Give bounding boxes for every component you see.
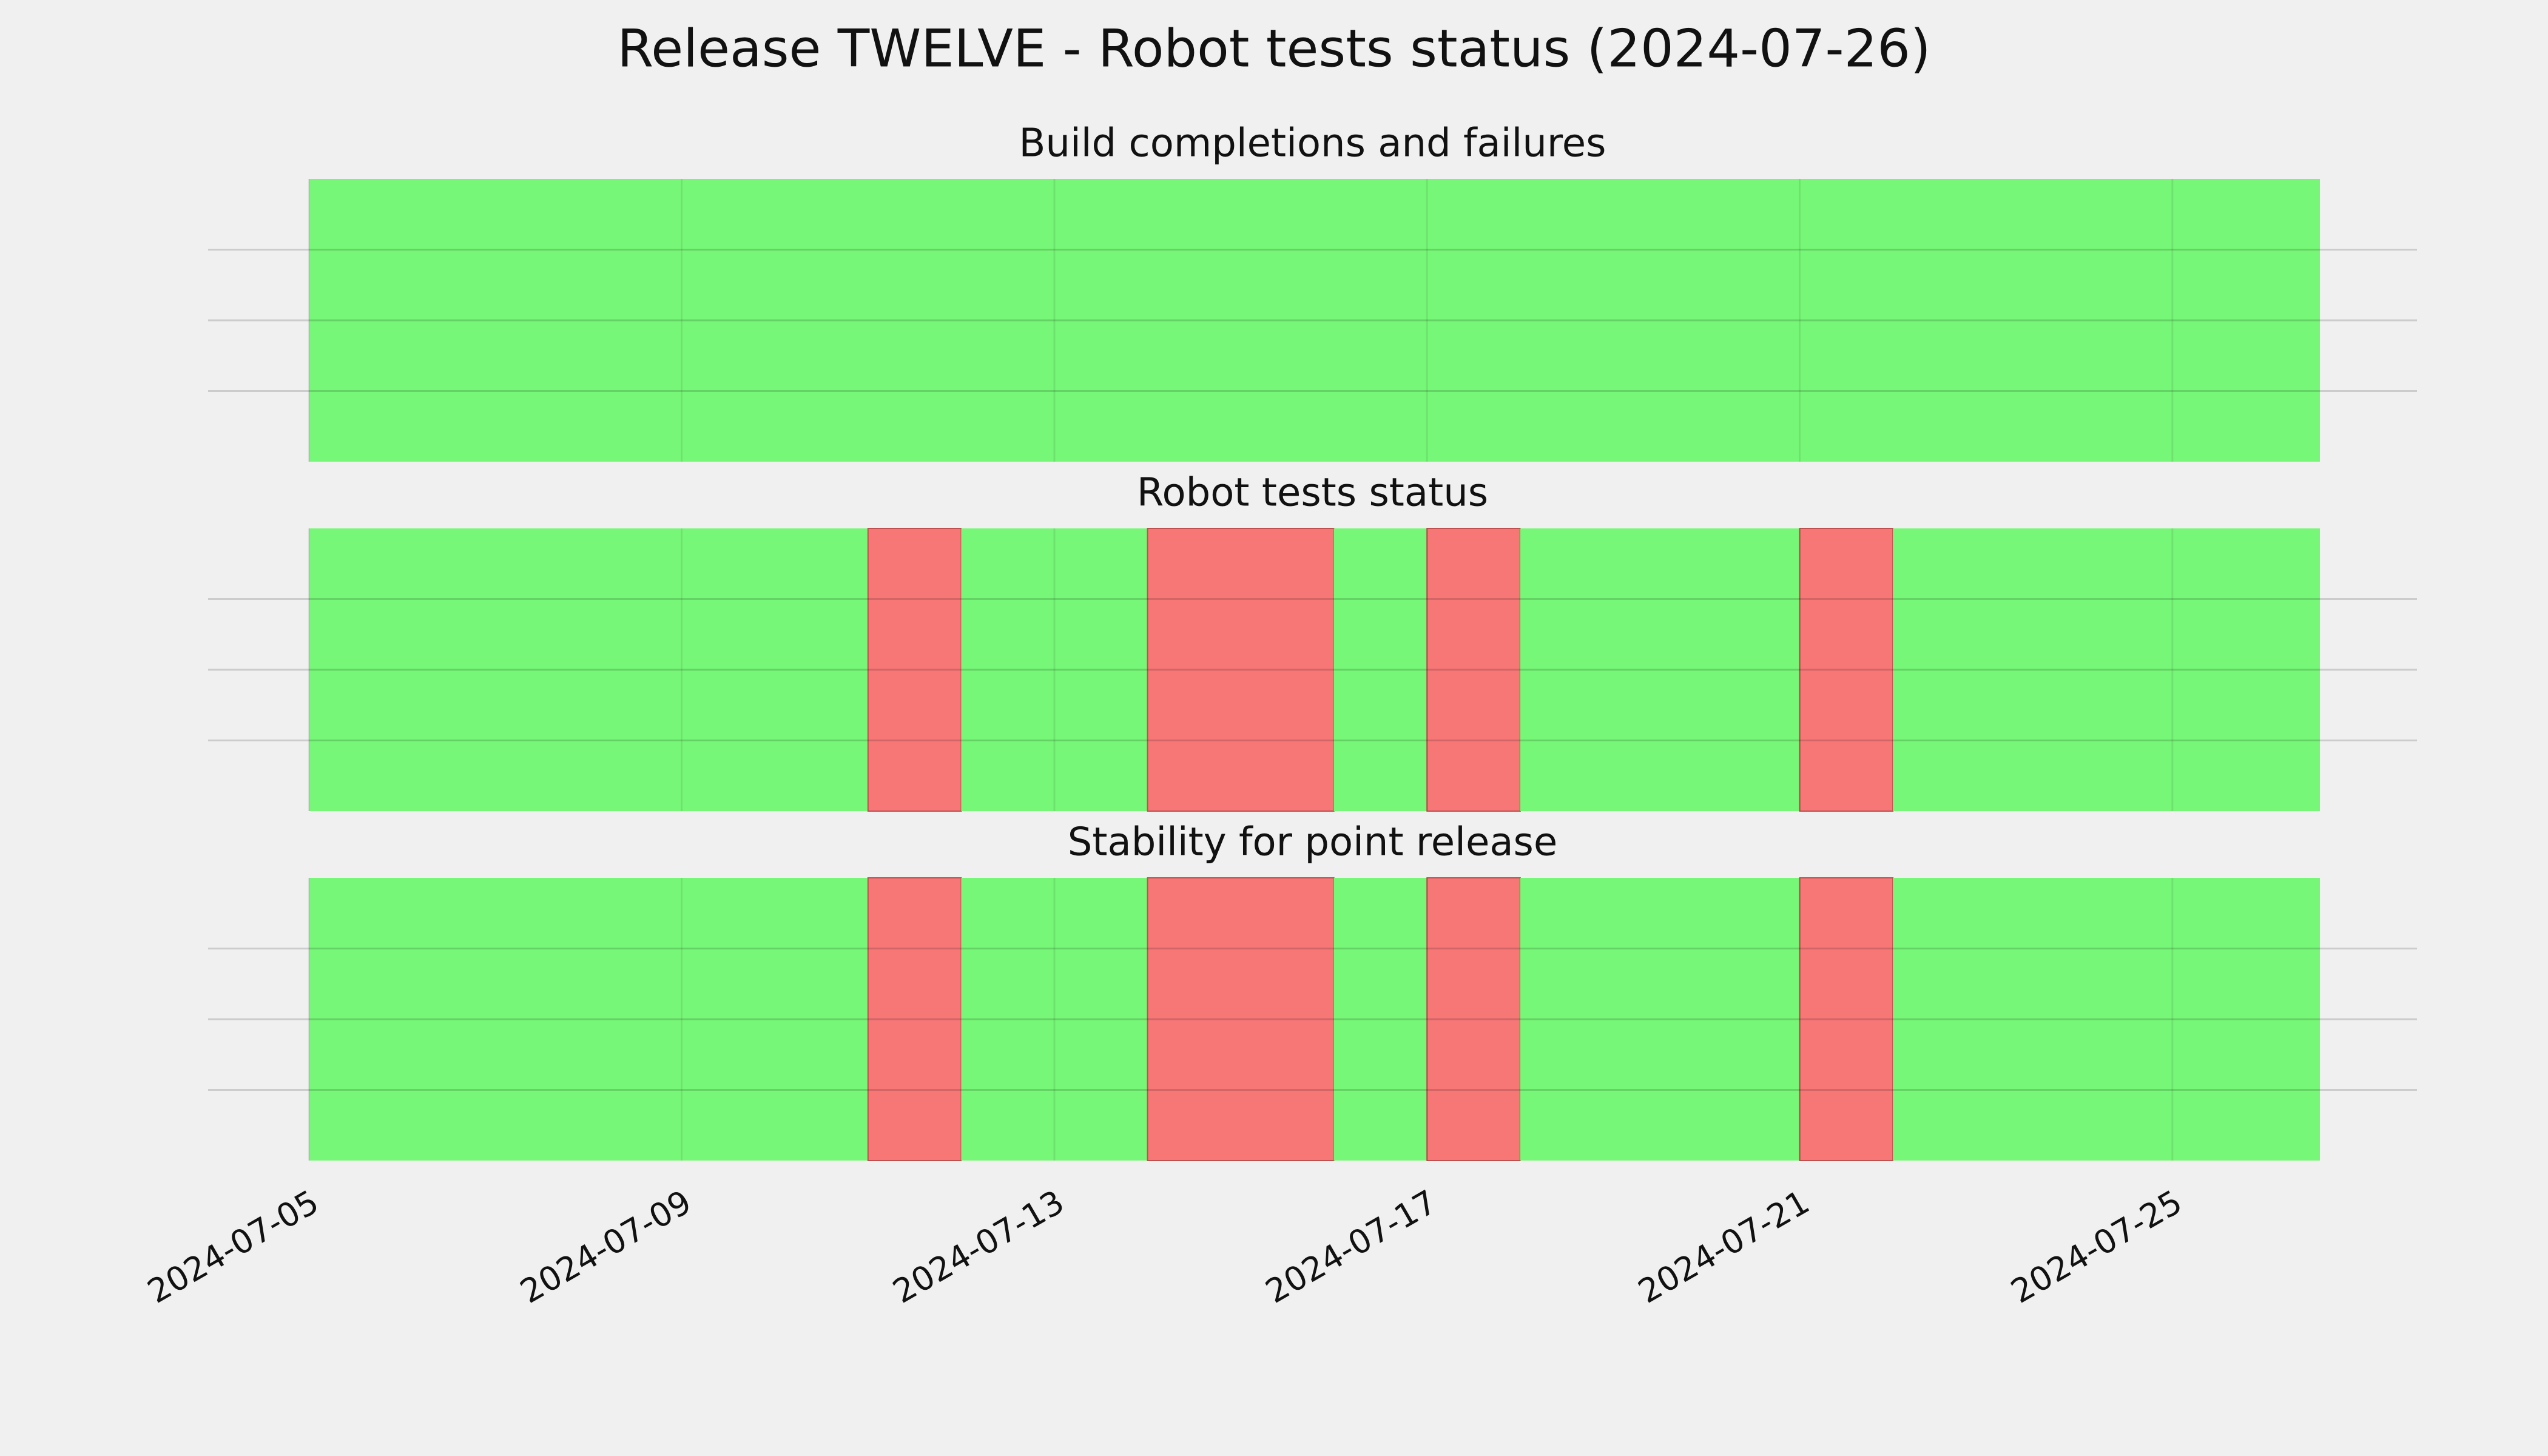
status-span xyxy=(309,528,868,811)
status-span xyxy=(1333,528,1427,811)
status-span xyxy=(1799,877,1894,1161)
status-span xyxy=(1333,878,1427,1161)
status-span xyxy=(309,179,2320,462)
status-span xyxy=(309,878,868,1161)
status-span xyxy=(1520,528,1800,811)
status-span xyxy=(867,528,962,812)
status-span xyxy=(1426,528,1521,812)
status-span xyxy=(1893,878,2320,1161)
status-span xyxy=(1426,877,1521,1161)
status-span xyxy=(1520,878,1800,1161)
panel-title: Robot tests status xyxy=(1137,471,1488,516)
status-span xyxy=(1799,528,1894,812)
panel-title: Stability for point release xyxy=(1068,820,1558,865)
status-span xyxy=(961,878,1148,1161)
status-span xyxy=(961,528,1148,811)
status-span xyxy=(867,877,962,1161)
chart-title: Release TWELVE - Robot tests status (202… xyxy=(617,18,1930,79)
status-span xyxy=(1893,528,2320,811)
panel-title: Build completions and failures xyxy=(1019,121,1606,166)
